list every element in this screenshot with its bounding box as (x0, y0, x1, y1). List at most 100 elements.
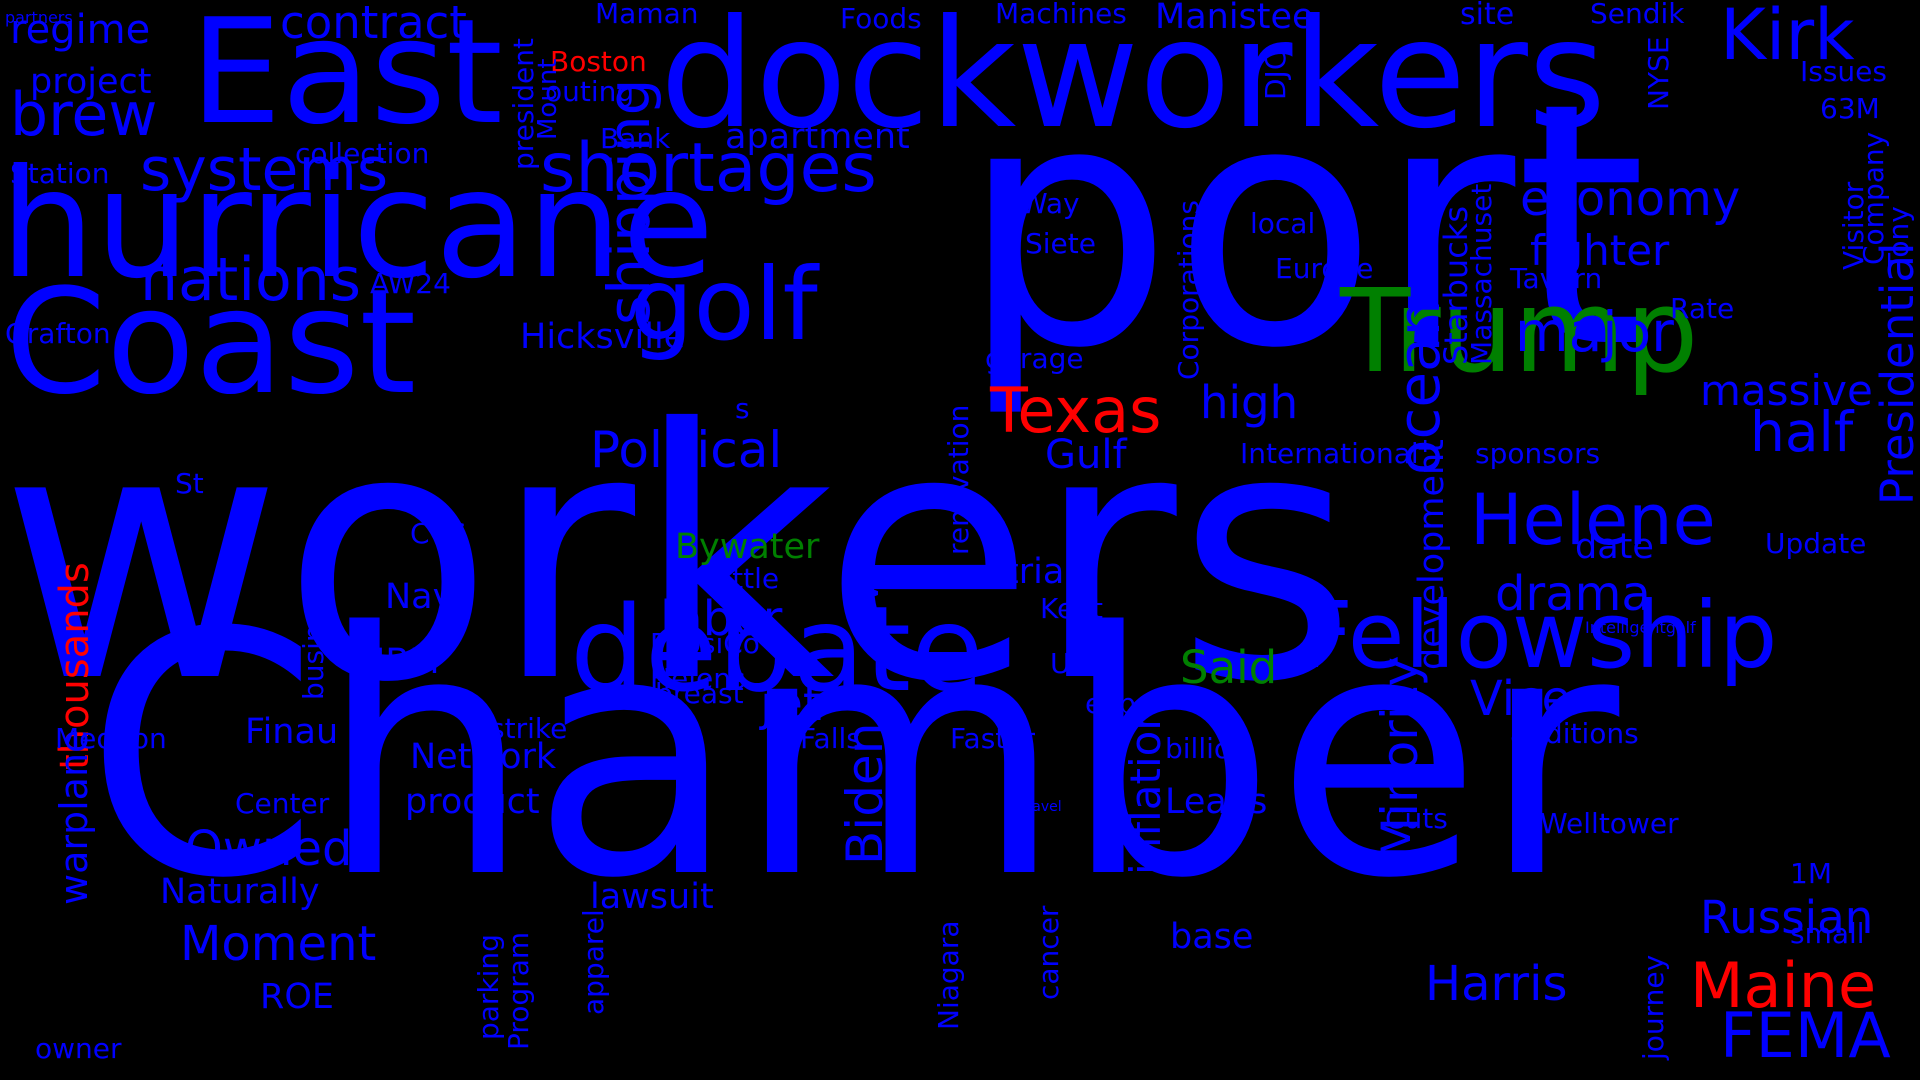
word-program: Program (502, 931, 535, 1050)
word-navy: Navy (385, 577, 475, 617)
word-jet: jet (760, 676, 822, 732)
word-drama: drama (1495, 566, 1651, 622)
word-presidential: Presidential (1871, 242, 1920, 506)
word-djc: DJC (1259, 50, 1292, 100)
word-usa: USA (1050, 647, 1108, 680)
word-regime: regime (10, 7, 151, 53)
word-development: development (1412, 439, 1452, 670)
word-tavern: Tavern (1510, 262, 1603, 295)
word-major: major (1515, 300, 1674, 364)
word-st: St (175, 467, 204, 500)
word-nations: nations (140, 245, 361, 315)
word-kirk: Kirk (1720, 0, 1855, 76)
word-grafton: Grafton (5, 317, 111, 350)
word-high: high (1200, 376, 1299, 429)
word-63m: 63M (1820, 92, 1880, 125)
word-dockworkers: dockworkers (660, 0, 1607, 162)
word-machines: Machines (995, 0, 1127, 30)
word-site: site (1460, 0, 1515, 32)
word-renovation: renovation (942, 404, 975, 555)
word-chamber: Chamber (85, 562, 1620, 952)
word-breast: breast (655, 677, 744, 710)
word-naturally: Naturally (160, 872, 320, 912)
word-trial: trial (1005, 552, 1075, 592)
word-owner: owner (35, 1032, 122, 1065)
word-s: s (735, 392, 750, 425)
word-project: project (30, 62, 152, 102)
word-corporations: Corporations (1172, 200, 1205, 380)
word-station: Station (10, 157, 110, 190)
word-partners: partners (5, 8, 73, 27)
word-workers: workers (0, 357, 1357, 758)
word-political: Political (590, 421, 783, 479)
word-maine: Maine (1690, 949, 1877, 1022)
word-roe: ROE (260, 977, 334, 1017)
word-east: East (190, 0, 503, 157)
word-siete: Siete (1025, 227, 1096, 260)
word-gulf: Gulf (1045, 432, 1127, 478)
word-port: port (960, 32, 1647, 422)
word-visitor: Visitor (1837, 181, 1870, 270)
word-hicksville: Hicksville (520, 317, 686, 357)
word-update: Update (1765, 527, 1867, 560)
word-apparel: apparel (577, 909, 610, 1015)
word-pepsico: PepsiCo (650, 627, 760, 660)
word-apartment: apartment (725, 117, 910, 157)
word-nyse: NYSE (1642, 36, 1675, 110)
word-journey: journey (1637, 954, 1670, 1060)
word-russian: Russian (1700, 891, 1874, 944)
word-travel: Travel (1020, 799, 1062, 815)
word-small: small (1790, 917, 1865, 950)
word-bank: Bank (600, 122, 671, 155)
word-massive: massive (1700, 366, 1873, 415)
word-falls: Falls (800, 722, 861, 755)
word-mount: Mount (533, 58, 563, 141)
word-massachusetts: Massachusetts (1465, 158, 1498, 365)
word-owned: Owned (185, 821, 353, 877)
word-mequon: Mequon (55, 722, 167, 755)
word-coast: Coast (5, 258, 417, 427)
word-trump: Trump (1340, 265, 1699, 399)
word-expo: expo (1085, 687, 1154, 720)
word-foods: Foods (840, 2, 922, 35)
word-seattle: Seattle (680, 562, 780, 595)
word-way: Way (1020, 187, 1080, 220)
word-manistee: Manistee (1155, 0, 1314, 37)
word-vp: VP (847, 559, 887, 605)
word-economy: economy (1520, 171, 1741, 227)
word-aw24: AW24 (370, 267, 451, 300)
word-intelligentgolf: Intelligentgolf (1585, 618, 1696, 637)
word-parking: parking (472, 934, 505, 1040)
word-inflation: inflation (1121, 704, 1170, 875)
word-contract: contract (280, 0, 467, 49)
word-sendik: Sendik (1590, 0, 1685, 30)
word-cvs: CVS (410, 517, 467, 550)
word-fighter: fighter (1530, 226, 1670, 275)
word-additions: additions (1510, 717, 1639, 750)
word-strike: strike (490, 712, 568, 745)
word-shortages: shortages (540, 129, 877, 208)
word-sponsors: sponsors (1475, 437, 1601, 470)
word-leads: Leads (1165, 782, 1268, 822)
word-billion: billion (1165, 732, 1249, 765)
word-lawsuit: lawsuit (590, 877, 714, 917)
word-cuts: Cuts (1385, 802, 1448, 835)
word-helene: Helene (1470, 479, 1716, 561)
word-golf: golf (630, 246, 818, 363)
word-helens: Helens (650, 662, 746, 695)
word-debate: debate (570, 580, 984, 718)
word-garage: garage (985, 342, 1084, 375)
word-kent: Kent (1040, 592, 1103, 625)
word-local: local (1250, 207, 1316, 240)
word-brew: brew (10, 80, 158, 150)
word-date: date (1575, 527, 1654, 567)
word-fellowship: Fellowship (1300, 582, 1778, 689)
word-half: half (1750, 400, 1854, 464)
word-bywater: Bywater (675, 527, 820, 567)
word-businesses: businesses (297, 546, 330, 700)
word-maman: Maman (595, 0, 699, 30)
word-issues: Issues (1800, 55, 1887, 88)
word-texas: Texas (990, 374, 1162, 447)
word-faster: Faster (950, 722, 1035, 755)
